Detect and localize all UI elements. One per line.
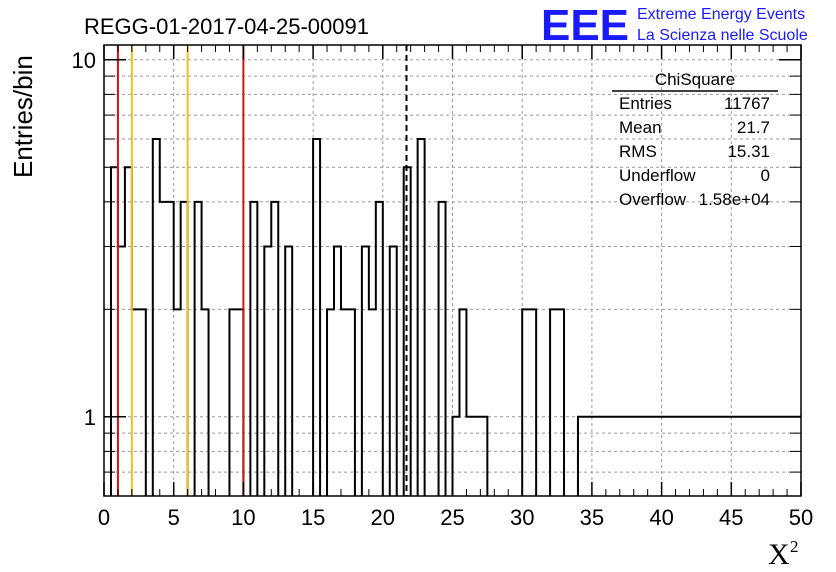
- x-tick-label: 5: [168, 505, 180, 530]
- x-tick-label: 40: [649, 505, 673, 530]
- stats-label: RMS: [619, 142, 657, 161]
- x-tick-label: 45: [719, 505, 743, 530]
- x-tick-label: 30: [510, 505, 534, 530]
- stats-rows: Entries 11767 Mean 21.7 RMS 15.31 Underflow 0 Ov…: [619, 94, 770, 209]
- x-tick-label: 20: [371, 505, 395, 530]
- x-tick-label: 15: [301, 505, 325, 530]
- logo-line1: Extreme Energy Events: [637, 6, 805, 23]
- logo-mark: EEE: [541, 1, 629, 50]
- logo-line2: La Scienza nelle Scuole: [637, 27, 808, 44]
- stats-value: 21.7: [737, 118, 770, 137]
- marker-lines: [116, 45, 408, 496]
- x-axis-label-superscript: 2: [790, 537, 799, 556]
- x-tick-label: 50: [789, 505, 813, 530]
- x-axis-label: X: [768, 538, 790, 571]
- y-axis-label: Entries/bin: [8, 55, 38, 178]
- y-tick-label: 10: [72, 48, 96, 73]
- stats-label: Underflow: [619, 166, 696, 185]
- eee-logo: EEE Extreme Energy Events La Scienza nel…: [541, 1, 808, 50]
- y-tick-label: 1: [84, 405, 96, 430]
- stats-label: Overflow: [619, 190, 687, 209]
- stats-name: ChiSquare: [655, 70, 735, 89]
- axis-ticks: 0 5 10 15 20 25 30 35 40 45 50 1 10: [72, 45, 813, 530]
- x-tick-label: 35: [580, 505, 604, 530]
- stats-label: Mean: [619, 118, 662, 137]
- stats-value: 0: [761, 166, 770, 185]
- stats-box: ChiSquare Entries 11767 Mean 21.7 RMS 15.31 Un…: [612, 70, 778, 209]
- stats-value: 11767: [724, 94, 770, 113]
- chart-title: REGG-01-2017-04-25-00091: [84, 14, 369, 39]
- x-tick-label: 10: [231, 505, 255, 530]
- x-tick-label: 0: [98, 505, 110, 530]
- stats-value: 1.58e+04: [699, 190, 770, 209]
- x-tick-label: 25: [440, 505, 464, 530]
- stats-value: 15.31: [727, 142, 770, 161]
- stats-label: Entries: [619, 94, 672, 113]
